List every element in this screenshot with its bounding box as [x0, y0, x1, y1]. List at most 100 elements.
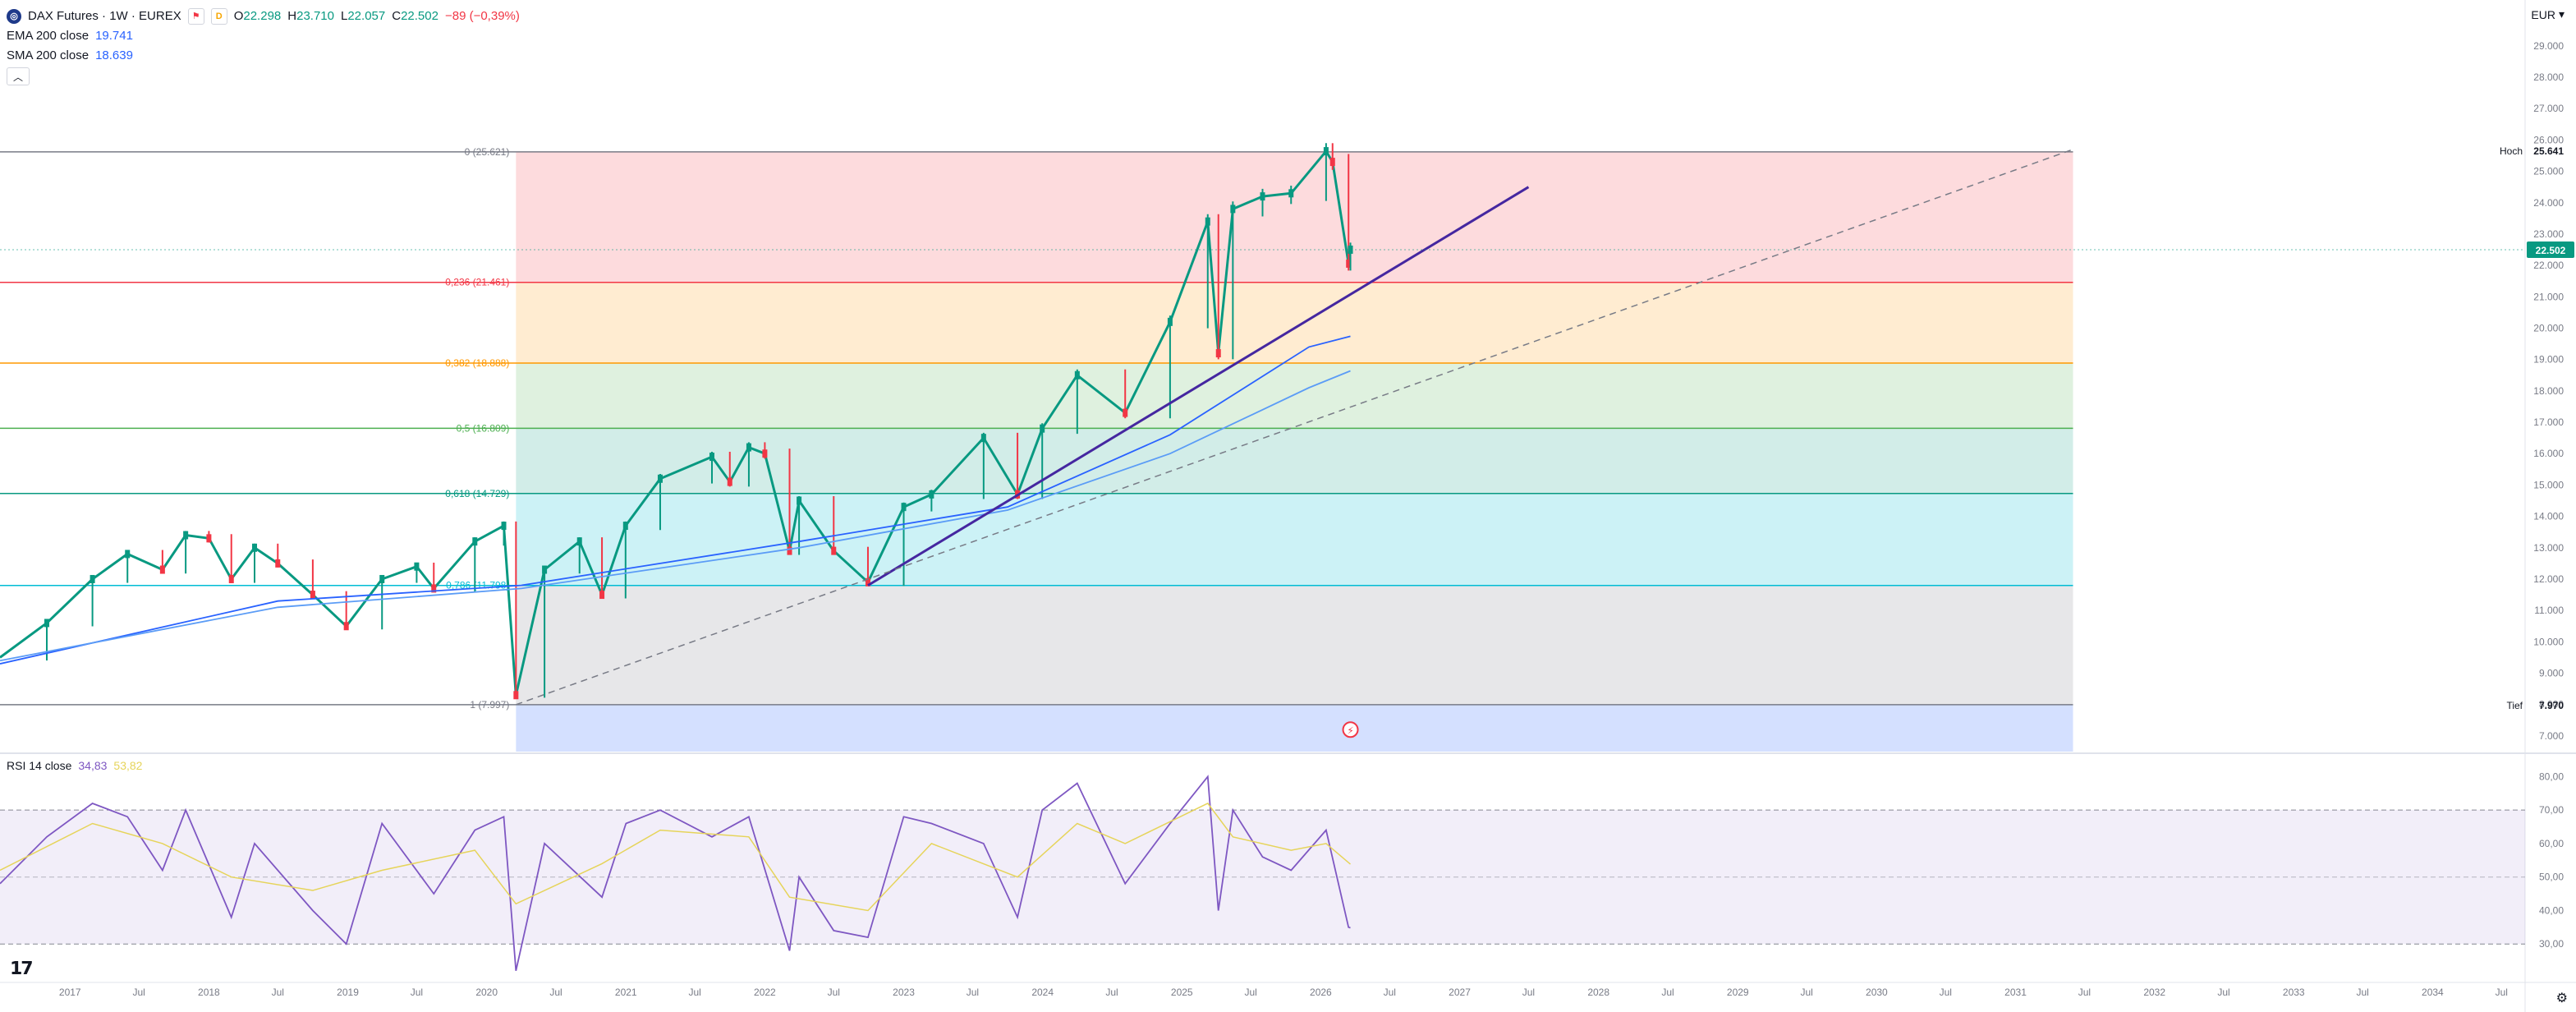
fib-zone-0 [516, 151, 2073, 283]
price-tick-label: 21.000 [2533, 291, 2564, 302]
time-tick-label: Jul [688, 987, 700, 998]
ema-legend-row[interactable]: EMA 200 close 19.741 [7, 26, 520, 46]
price-tick-label: 10.000 [2533, 636, 2564, 647]
collapse-legend-button[interactable]: ︿ [7, 67, 30, 85]
candle-body [159, 565, 165, 574]
time-tick-label: 2030 [1866, 987, 1888, 998]
rsi-line [0, 775, 1351, 971]
candle-body [709, 453, 714, 462]
candle-body [1230, 205, 1236, 214]
tradingview-logo-icon[interactable]: 𝟭𝟳 [10, 958, 34, 978]
sma-legend-row[interactable]: SMA 200 close 18.639 [7, 46, 520, 66]
time-tick-label: Jul [828, 987, 840, 998]
time-tick-label: Jul [549, 987, 562, 998]
flag-icon[interactable]: ⚑ [187, 8, 204, 25]
chart-legend: ◎ DAX Futures · 1W · EUREX ⚑ D O22.298 H… [7, 7, 520, 66]
symbol-title[interactable]: DAX Futures · 1W · EUREX [28, 9, 181, 23]
fib-zone-6 [516, 704, 2073, 752]
low-label: Tief [2506, 700, 2523, 711]
rsi-tick-label: 30,00 [2539, 938, 2564, 950]
fib-zone-5 [516, 585, 2073, 705]
time-tick-label: Jul [2217, 987, 2229, 998]
time-tick-label: Jul [1384, 987, 1396, 998]
sma-line [0, 370, 1351, 662]
sma-value: 18.639 [95, 48, 133, 62]
rsi-name: RSI 14 close [7, 759, 72, 772]
price-tick-label: 26.000 [2533, 134, 2564, 145]
candle-body [501, 522, 507, 531]
price-tick-label: 8.000 [2539, 699, 2564, 711]
time-tick-label: Jul [2496, 987, 2508, 998]
time-tick-label: Jul [1244, 987, 1256, 998]
candle-body [1348, 245, 1353, 254]
rsi-tick-label: 40,00 [2539, 904, 2564, 916]
time-tick-label: Jul [132, 987, 145, 998]
candle-body [1329, 158, 1335, 167]
candle-body [414, 562, 420, 571]
candle-body [44, 619, 49, 628]
fib-level-label-5: 0,786 (11.798) [446, 580, 509, 591]
globe-icon: ◎ [7, 9, 21, 24]
time-tick-label: 2031 [2004, 987, 2027, 998]
fib-level-label-3: 0,5 (16.809) [457, 422, 510, 434]
time-tick-label: Jul [2078, 987, 2091, 998]
ohlc-change: −89 (−0,39%) [444, 9, 520, 23]
gear-icon[interactable]: ⚙ [2555, 991, 2568, 1005]
candle-body [831, 546, 837, 555]
time-tick-label: 2026 [1310, 987, 1332, 998]
price-tick-label: 27.000 [2533, 103, 2564, 114]
symbol-row[interactable]: ◎ DAX Futures · 1W · EUREX ⚑ D O22.298 H… [7, 7, 520, 26]
time-tick-label: Jul [2356, 987, 2368, 998]
candle-body [125, 550, 131, 559]
sma-name: SMA 200 close [7, 48, 90, 62]
time-tick-label: 2033 [2283, 987, 2305, 998]
candle-body [310, 591, 315, 600]
time-tick-label: Jul [1661, 987, 1674, 998]
ohlc-close: C22.502 [392, 9, 439, 23]
price-tick-label: 17.000 [2533, 416, 2564, 428]
fib-level-label-6: 1 (7.997) [470, 699, 509, 711]
chevron-down-icon: ▾ [2558, 7, 2565, 21]
time-tick-label: Jul [1800, 987, 1812, 998]
trendline-solid [867, 186, 1530, 586]
last-price-label: 22.502 [2536, 245, 2566, 256]
candle-body [379, 574, 385, 583]
candle-body [431, 584, 437, 593]
rsi-value: 34,83 [78, 759, 108, 772]
rsi-legend[interactable]: RSI 14 close 34,83 53,82 [7, 759, 142, 772]
time-tick-label: Jul [1105, 987, 1118, 998]
candle-body [797, 496, 802, 505]
candle-body [576, 537, 582, 546]
candle-body [1123, 408, 1128, 417]
flash-icon [1342, 721, 1359, 738]
price-tick-label: 22.000 [2533, 260, 2564, 271]
delay-badge: D [210, 8, 227, 25]
rsi-tick-label: 70,00 [2539, 804, 2564, 816]
fib-zone-3 [516, 428, 2073, 494]
price-series-line [0, 150, 1352, 697]
price-tick-label: 14.000 [2533, 511, 2564, 522]
time-tick-label: 2018 [198, 987, 220, 998]
fib-zone-1 [516, 282, 2073, 363]
candle-body [980, 434, 986, 443]
time-tick-label: 2022 [754, 987, 776, 998]
rsi-ma-value: 53,82 [113, 759, 143, 772]
time-tick-label: 2024 [1031, 987, 1054, 998]
price-tick-label: 12.000 [2533, 573, 2564, 585]
last-price-badge [2527, 241, 2574, 258]
price-tick-label: 19.000 [2533, 354, 2564, 366]
high-value: 25.641 [2533, 145, 2564, 157]
rsi-ma-line [0, 803, 1351, 912]
price-tick-label: 16.000 [2533, 448, 2564, 459]
price-tick-label: 11.000 [2534, 605, 2564, 616]
time-tick-label: 2019 [337, 987, 359, 998]
candle-body [228, 574, 234, 583]
price-tick-label: 24.000 [2533, 197, 2564, 209]
price-tick-label: 9.000 [2539, 668, 2564, 679]
candle-body [657, 474, 663, 483]
rsi-tick-label: 80,00 [2539, 770, 2564, 782]
currency-selector[interactable]: EUR ▾ [2531, 7, 2565, 21]
price-tick-label: 7.000 [2539, 730, 2564, 742]
flash-glyph: ⚡ [1347, 724, 1353, 736]
